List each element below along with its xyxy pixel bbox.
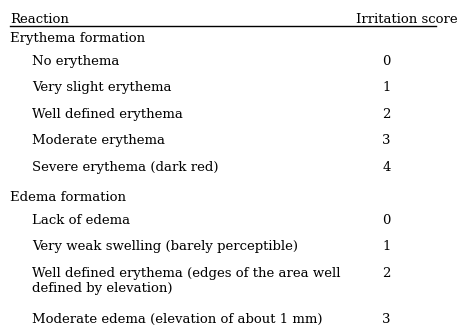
Text: 3: 3	[383, 134, 391, 147]
Text: Very slight erythema: Very slight erythema	[32, 81, 172, 94]
Text: 0: 0	[383, 55, 391, 68]
Text: 1: 1	[383, 81, 391, 94]
Text: 1: 1	[383, 240, 391, 253]
Text: Lack of edema: Lack of edema	[32, 214, 130, 227]
Text: Irritation score: Irritation score	[356, 13, 457, 26]
Text: Edema formation: Edema formation	[10, 191, 126, 204]
Text: Moderate erythema: Moderate erythema	[32, 134, 165, 147]
Text: Well defined erythema: Well defined erythema	[32, 108, 183, 121]
Text: Well defined erythema (edges of the area well
defined by elevation): Well defined erythema (edges of the area…	[32, 267, 341, 295]
Text: 2: 2	[383, 267, 391, 280]
Text: 3: 3	[383, 313, 391, 326]
Text: 2: 2	[383, 108, 391, 121]
Text: Reaction: Reaction	[10, 13, 69, 26]
Text: Severe erythema (dark red): Severe erythema (dark red)	[32, 161, 219, 174]
Text: 4: 4	[383, 161, 391, 174]
Text: Erythema formation: Erythema formation	[10, 32, 146, 45]
Text: Very weak swelling (barely perceptible): Very weak swelling (barely perceptible)	[32, 240, 299, 253]
Text: No erythema: No erythema	[32, 55, 120, 68]
Text: Moderate edema (elevation of about 1 mm): Moderate edema (elevation of about 1 mm)	[32, 313, 323, 326]
Text: 0: 0	[383, 214, 391, 227]
